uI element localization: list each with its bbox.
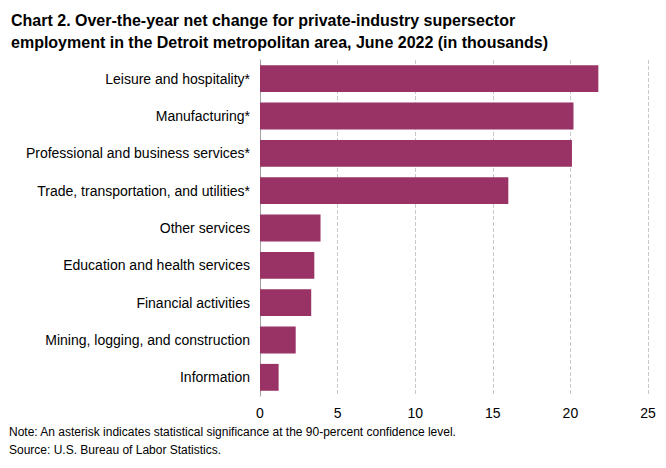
svg-text:employment in the Detroit metr: employment in the Detroit metropolitan a… xyxy=(11,34,548,51)
svg-text:Mining, logging, and construct: Mining, logging, and construction xyxy=(45,332,250,348)
svg-text:Information: Information xyxy=(180,369,250,385)
svg-text:20: 20 xyxy=(563,405,579,421)
svg-text:25: 25 xyxy=(640,405,656,421)
svg-text:10: 10 xyxy=(407,405,423,421)
svg-text:Note: An asterisk indicates st: Note: An asterisk indicates statistical … xyxy=(9,425,456,439)
svg-text:Other services: Other services xyxy=(160,220,250,236)
svg-text:Leisure and hospitality*: Leisure and hospitality* xyxy=(105,71,250,87)
svg-text:Chart 2. Over-the-year net cha: Chart 2. Over-the-year net change for pr… xyxy=(11,12,520,29)
svg-text:Manufacturing*: Manufacturing* xyxy=(156,108,251,124)
svg-text:Education and health services: Education and health services xyxy=(63,257,250,273)
svg-text:Professional and business serv: Professional and business services* xyxy=(26,145,251,161)
svg-text:Trade, transportation, and uti: Trade, transportation, and utilities* xyxy=(37,183,250,199)
svg-text:Financial activities: Financial activities xyxy=(136,295,250,311)
svg-text:0: 0 xyxy=(256,405,264,421)
svg-text:Source: U.S. Bureau of Labor S: Source: U.S. Bureau of Labor Statistics. xyxy=(9,443,221,457)
svg-text:15: 15 xyxy=(485,405,501,421)
svg-text:5: 5 xyxy=(334,405,342,421)
